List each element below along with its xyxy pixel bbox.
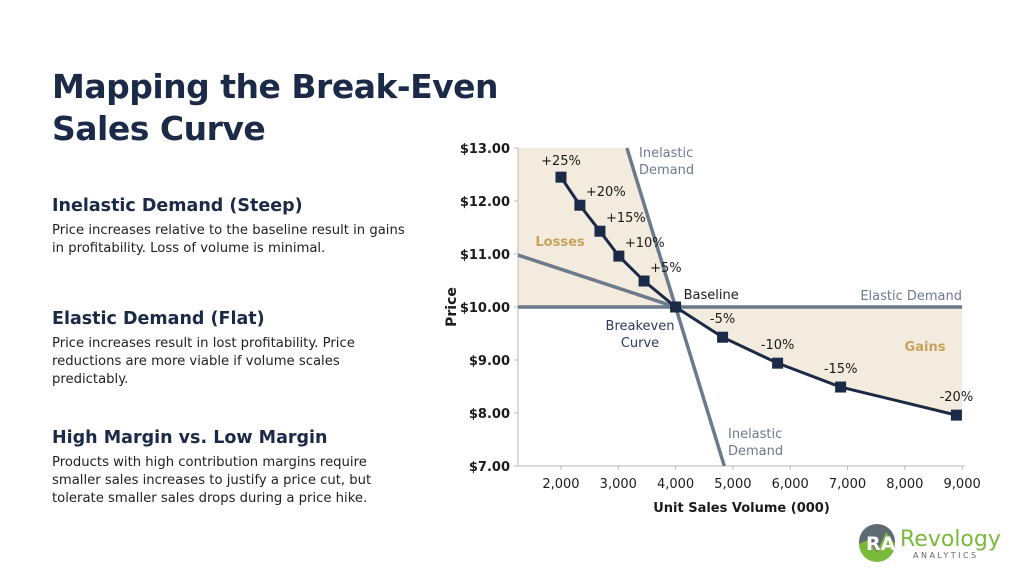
- x-tick-label: 5,000: [714, 477, 751, 492]
- data-point: [594, 225, 606, 237]
- inelastic-demand-label: Demand: [728, 444, 783, 459]
- reference-line: [517, 253, 677, 309]
- data-label: +5%: [650, 261, 682, 276]
- section-text: Price increases relative to the baseline…: [52, 223, 405, 256]
- revology-logo: RA Revology ANALYTICS: [859, 524, 1001, 562]
- data-point: [950, 409, 962, 421]
- svg-text:ANALYTICS: ANALYTICS: [913, 551, 979, 560]
- gains-region: [675, 307, 963, 416]
- x-tick-label: 7,000: [829, 477, 866, 492]
- y-tick-label: $10.00: [460, 301, 510, 316]
- data-point: [717, 331, 729, 343]
- data-point: [638, 275, 650, 287]
- x-tick-label: 3,000: [600, 477, 637, 492]
- data-label: +15%: [606, 211, 646, 226]
- x-axis-label: Unit Sales Volume (000): [653, 501, 830, 516]
- title-line-1: Mapping the Break-Even: [52, 67, 499, 106]
- data-label: -20%: [940, 390, 974, 405]
- inelastic-demand-label: Inelastic: [728, 427, 782, 442]
- data-point: [835, 381, 847, 393]
- data-label: +10%: [625, 236, 665, 251]
- data-label: Baseline: [684, 288, 739, 303]
- section-heading: High Margin vs. Low Margin: [52, 428, 328, 448]
- y-tick-label: $11.00: [460, 248, 510, 263]
- data-point: [613, 250, 625, 262]
- page-title: Mapping the Break-Even Sales Curve: [52, 66, 499, 150]
- inelastic-demand-label: Inelastic: [639, 146, 693, 161]
- data-point: [574, 199, 586, 211]
- title-line-2: Sales Curve: [52, 109, 266, 148]
- y-tick-label: $8.00: [469, 407, 510, 422]
- y-tick-label: $13.00: [460, 142, 510, 157]
- svg-text:Revology: Revology: [900, 527, 1001, 552]
- section-text: Price increases result in lost profitabi…: [52, 336, 355, 387]
- section-elastic: Elastic Demand (Flat) Price increases re…: [52, 309, 412, 389]
- x-tick-label: 4,000: [657, 477, 694, 492]
- section-inelastic: Inelastic Demand (Steep) Price increases…: [52, 196, 412, 258]
- data-point: [772, 357, 784, 369]
- data-label: -15%: [824, 362, 858, 377]
- breakeven-curve-line: [559, 176, 957, 417]
- x-tick-label: 2,000: [542, 477, 579, 492]
- x-tick-label: 9,000: [944, 477, 981, 492]
- data-label: -5%: [710, 312, 735, 327]
- y-tick-label: $12.00: [460, 195, 510, 210]
- y-axis-label: Price: [444, 287, 460, 327]
- section-margin: High Margin vs. Low Margin Products with…: [52, 428, 412, 508]
- x-tick-label: 8,000: [886, 477, 923, 492]
- data-point: [555, 171, 567, 183]
- losses-label: Losses: [535, 235, 585, 250]
- data-label: -10%: [761, 338, 795, 353]
- y-tick-label: $7.00: [469, 460, 510, 475]
- gains-label: Gains: [905, 340, 946, 355]
- breakeven-curve-label: Curve: [621, 336, 659, 351]
- section-heading: Elastic Demand (Flat): [52, 309, 265, 329]
- data-point: [670, 301, 682, 313]
- breakeven-curve-label: Breakeven: [606, 319, 675, 334]
- data-label: +25%: [541, 154, 581, 169]
- data-label: +20%: [586, 185, 626, 200]
- inelastic-demand-label: Demand: [639, 163, 694, 178]
- section-text: Products with high contribution margins …: [52, 455, 372, 506]
- x-tick-label: 6,000: [772, 477, 809, 492]
- svg-text:RA: RA: [866, 533, 896, 555]
- section-heading: Inelastic Demand (Steep): [52, 196, 303, 216]
- y-tick-label: $9.00: [469, 354, 510, 369]
- elastic-demand-label: Elastic Demand: [860, 289, 962, 304]
